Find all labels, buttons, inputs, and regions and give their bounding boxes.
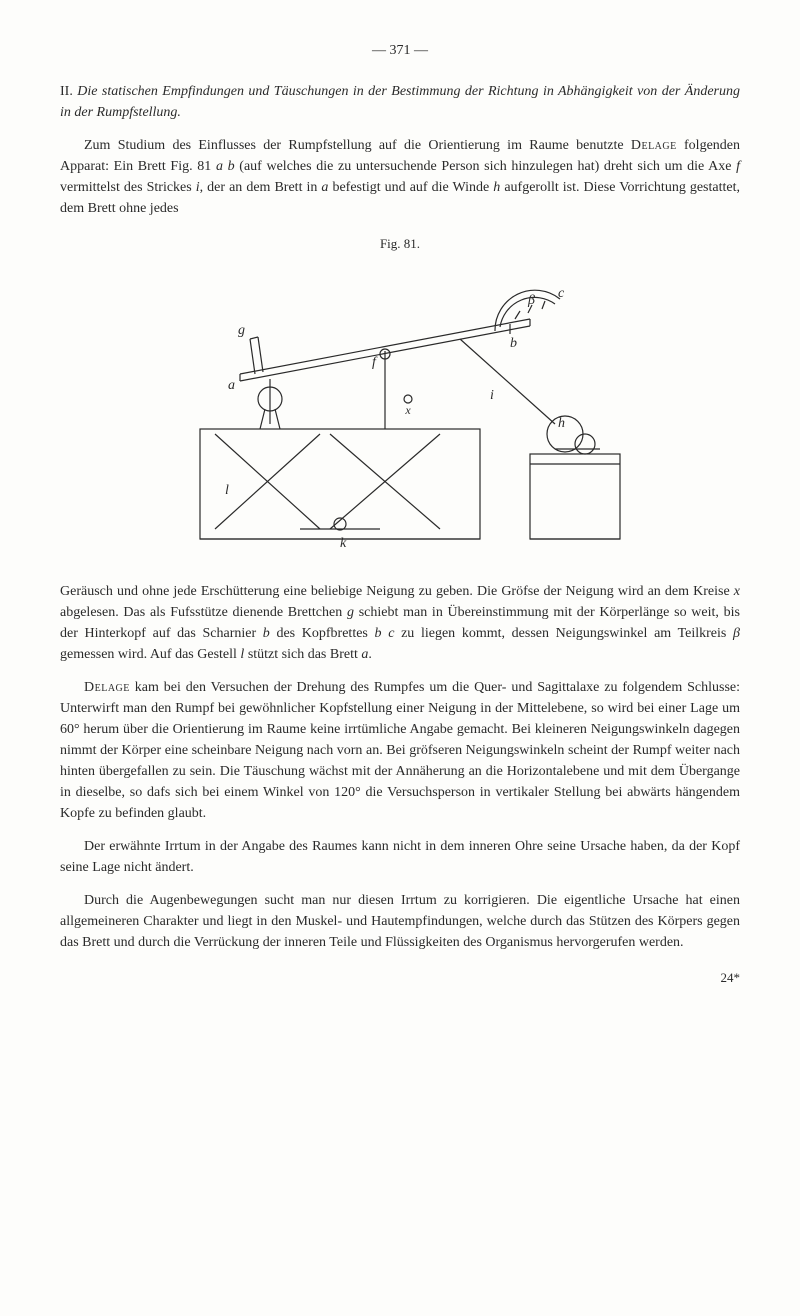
figure-container: x g a f b c <box>60 269 740 556</box>
p3-text: kam bei den Versuchen der Drehung des Ru… <box>60 680 740 821</box>
paragraph-3: Delage kam bei den Versuchen der Drehung… <box>60 677 740 824</box>
paragraph-2: Geräusch und ohne jede Erschütterung ein… <box>60 581 740 665</box>
svg-text:x: x <box>404 403 411 417</box>
p2-text: abgelesen. Das als Fufsstütze dienende B… <box>60 605 347 620</box>
p2-bc: b c <box>375 626 395 641</box>
p1-ab: a b <box>216 159 235 174</box>
footer-signature-marker: 24* <box>60 968 740 988</box>
p1-text: vermittelst des Strickes <box>60 180 196 195</box>
label-beta: β <box>527 293 535 308</box>
label-a: a <box>228 378 235 393</box>
p1-text: Zum Studium des Einflusses der Rumpfstel… <box>84 138 631 153</box>
p2-g: g <box>347 605 354 620</box>
section-title: Die statischen Empfindungen und Täuschun… <box>60 84 740 120</box>
paragraph-1: Zum Studium des Einflusses der Rumpfstel… <box>60 135 740 219</box>
p2-text: des Kopfbrettes <box>270 626 375 641</box>
p2-text: gemessen wird. Auf das Gestell <box>60 647 240 662</box>
p1-delage: Delage <box>631 138 677 153</box>
label-c: c <box>558 286 565 301</box>
section-roman: II. <box>60 84 73 99</box>
label-k: k <box>340 536 347 549</box>
p2-text: . <box>368 647 372 662</box>
label-l: l <box>225 483 229 498</box>
label-h: h <box>558 416 565 431</box>
p1-f: f <box>736 159 740 174</box>
figure-caption: Fig. 81. <box>60 234 740 254</box>
paragraph-4: Der erwähnte Irrtum in der Angabe des Ra… <box>60 836 740 878</box>
paragraph-5: Durch die Augenbewegungen sucht man nur … <box>60 890 740 953</box>
p2-beta: β <box>733 626 740 641</box>
p2-text: stützt sich das Brett <box>244 647 361 662</box>
p2-x: x <box>734 584 740 599</box>
label-b: b <box>510 336 517 351</box>
p2-text: Geräusch und ohne jede Erschütterung ein… <box>60 584 734 599</box>
figure-81-diagram: x g a f b c <box>160 269 640 549</box>
p2-b: b <box>263 626 270 641</box>
p1-text: befestigt und auf die Winde <box>328 180 493 195</box>
p2-text: zu liegen kommt, dessen Neigungswinkel a… <box>394 626 733 641</box>
section-heading: II. Die statischen Empfindungen und Täus… <box>60 81 740 123</box>
label-i: i <box>490 388 494 403</box>
page-number: — 371 — <box>60 40 740 61</box>
p3-delage: Delage <box>84 680 130 695</box>
p1-text: (auf welches die zu untersuchende Person… <box>235 159 737 174</box>
label-g: g <box>238 323 245 338</box>
p1-text: , der an dem Brett in <box>200 180 322 195</box>
label-f: f <box>372 355 378 370</box>
